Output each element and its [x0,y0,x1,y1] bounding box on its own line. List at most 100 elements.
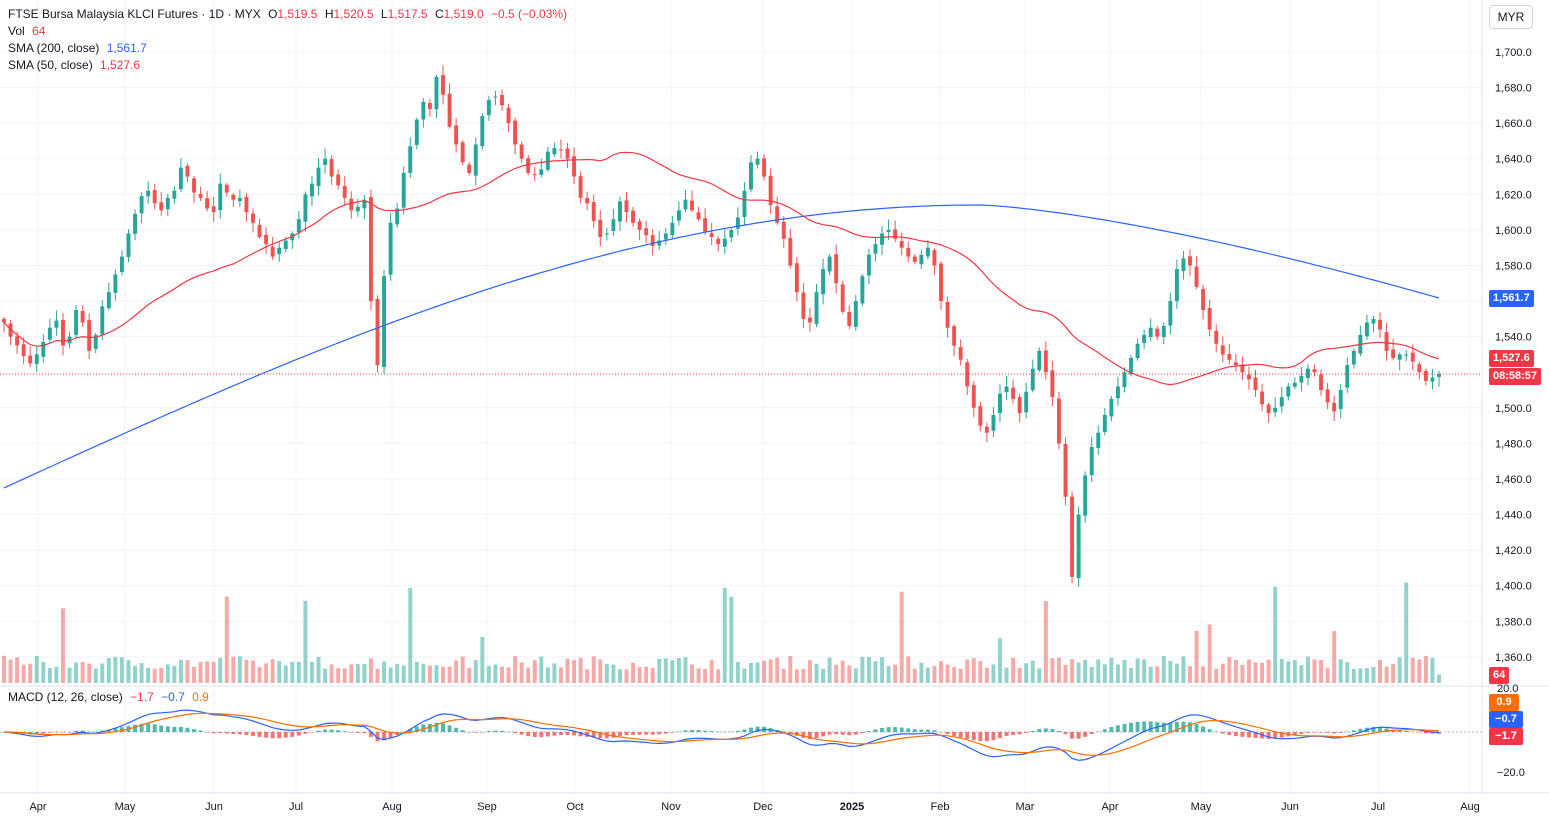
volume-bar [133,665,138,683]
price-axis[interactable]: 1,700.0 1,680.0 1,660.0 1,640.0 1,620.0 1,600… [1495,47,1532,664]
candle-body [1378,319,1382,330]
candle-body [310,183,314,197]
candle-body [1214,330,1219,344]
open-value: O1,519.5 [268,7,318,21]
candle-body [1430,377,1435,382]
candle-body [251,213,255,223]
volume-bar [421,663,426,683]
time-tick-label: Oct [566,801,583,813]
candle-body [54,320,59,328]
candle-body [473,144,478,176]
macd-label: MACD (12, 26, close) [8,690,123,704]
macd-hist-bar [722,731,727,733]
volume-legend[interactable]: Vol 64 [8,23,49,40]
symbol-legend[interactable]: FTSE Bursa Malaysia KLCI Futures · 1D · … [8,6,571,23]
candle-body [15,336,20,346]
candle-body [1319,374,1324,391]
time-tick-label: Apr [1101,801,1118,813]
volume-bar [513,656,518,683]
macd-hist-bar [1102,729,1107,732]
candle-body [552,148,557,155]
candle-body [749,162,753,190]
macd-hist-bar [1122,723,1127,732]
time-axis[interactable]: Apr May Jun Jul Aug Sep Oct Nov Dec 2025 Feb Mar Apr… [29,801,1479,813]
volume-bars [2,582,1441,683]
candle-body [565,148,570,159]
candle-body [342,185,347,198]
price-tick-label: 1,460.0 [1495,474,1532,486]
time-tick-label: Apr [29,801,46,813]
macd-hist-bar [486,731,491,732]
sma50-legend[interactable]: SMA (50, close) 1,527.6 [8,57,144,74]
macd-hist-bar [454,727,459,732]
candle-body [1155,328,1160,337]
candle-body [296,219,301,233]
candle-body [1338,390,1343,409]
macd-hist-bar [1037,728,1042,732]
volume-bar [1351,668,1356,683]
volume-bar [1096,659,1101,683]
candle-body [709,233,714,238]
candle-body [447,93,452,127]
volume-bar [106,658,111,683]
candle-body [231,194,236,200]
volume-bar [775,657,780,683]
candle-body [932,250,937,266]
volume-bar [794,669,799,683]
volume-bar [87,663,92,683]
candle-body [329,159,334,177]
macd-hist-bar [185,727,190,732]
volume-bar [251,660,255,683]
macd-hist-bar [1305,732,1310,733]
macd-hist-bar [729,731,734,733]
macd-hist-bar [1378,727,1382,732]
macd-hist-bar [1371,727,1376,732]
volume-bar [617,669,622,683]
candle-body [526,158,531,173]
volume-bar [827,657,832,683]
candle-body [1273,407,1278,413]
candle-body [906,248,911,257]
time-tick-label: May [1191,801,1212,813]
macd-hist-bar [251,732,255,736]
volume-bar [382,661,387,683]
currency-button[interactable]: MYR [1489,5,1533,29]
candle-body [1096,432,1101,448]
symbol-title[interactable]: FTSE Bursa Malaysia KLCI Futures · 1D · … [8,7,261,21]
candle-body [1043,350,1048,373]
volume-bar [290,661,295,683]
macd-hist-bar [1410,731,1415,733]
candle-body [362,199,367,209]
candle-body [545,151,550,170]
candle-body [650,235,655,246]
volume-bar [578,657,583,683]
candle-body [21,344,26,357]
candle-body [270,246,275,257]
macd-hist-bar [1332,732,1337,734]
sma200-legend[interactable]: SMA (200, close) 1,561.7 [8,40,151,57]
candle-body [1423,370,1428,382]
macd-hist-bar [1109,727,1114,732]
candle-body [159,202,164,211]
macd-hist-bar [113,728,118,732]
macd-hist-bar [336,730,341,732]
volume-bar [395,663,400,683]
macd-hist-bar [382,732,387,741]
macd-hist-bar [539,732,544,738]
volume-bar [676,658,681,683]
volume-bar [316,656,321,683]
volume-bar [283,665,288,683]
volume-bar [899,591,904,683]
volume-bar [952,667,957,683]
sma50-price-tag: 1,527.6 [1489,350,1534,367]
volume-bar [991,664,996,683]
volume-bar [755,662,760,683]
macd-hist-bar [598,732,603,739]
candle-body [1279,397,1284,407]
volume-bar [264,663,269,683]
macd-legend[interactable]: MACD (12, 26, close) −1.7 −0.7 0.9 [8,689,213,706]
time-tick-label: Jul [1371,801,1385,813]
time-tick-label: Aug [382,801,402,813]
candle-body [670,222,675,236]
